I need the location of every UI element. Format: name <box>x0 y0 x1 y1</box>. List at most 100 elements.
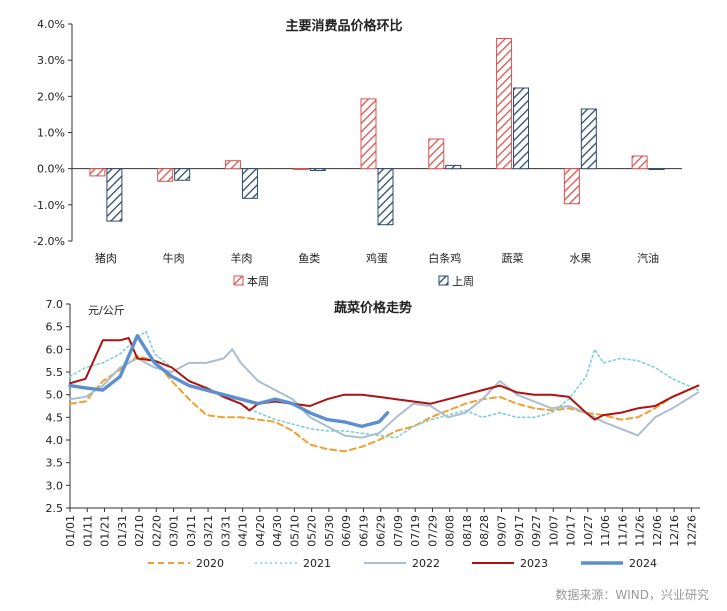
line-series-2021 <box>69 330 700 439</box>
bar-last-week <box>241 168 258 199</box>
bar-this-week <box>496 37 513 170</box>
bar-category-label: 蔬菜 <box>502 252 524 265</box>
bar-legend-label: 上周 <box>452 275 474 288</box>
line-legend-label: 2024 <box>629 557 657 570</box>
line-legend-label: 2020 <box>196 557 224 570</box>
line-x-tick-label: 02/20 <box>150 515 163 547</box>
line-legend-label: 2021 <box>303 557 331 570</box>
bar-legend-swatch <box>233 275 244 286</box>
line-x-axis: 01/01 01/11 01/21 01/31 02/10 02/20 03/01 03/11… <box>64 508 698 547</box>
line-y-tick-label: 3.5 <box>46 457 64 470</box>
line-x-tick-label: 11/16 <box>616 515 629 547</box>
line-chart-y-label: 元/公斤 <box>88 304 125 317</box>
line-x-tick-label: 07/19 <box>409 515 422 547</box>
line-x-tick-label: 01/21 <box>99 515 112 547</box>
line-x-tick-label: 05/10 <box>288 515 301 547</box>
line-x-tick-label: 04/30 <box>271 515 284 547</box>
line-x-tick-label: 10/17 <box>565 515 578 547</box>
line-x-tick-label: 08/18 <box>461 515 474 547</box>
line-legend-label: 2023 <box>520 557 548 570</box>
line-x-tick-label: 05/20 <box>306 515 319 547</box>
line-y-tick-label: 4.5 <box>46 411 64 424</box>
line-y-tick-label: 7.0 <box>46 298 64 311</box>
line-x-tick-label: 10/27 <box>582 515 595 547</box>
bar-this-week <box>224 160 241 170</box>
bar-this-week <box>89 168 106 177</box>
line-x-tick-label: 01/31 <box>116 515 129 547</box>
line-series-group <box>68 330 700 453</box>
line-x-tick-label: 09/07 <box>496 515 509 547</box>
line-series-2024 <box>68 334 390 429</box>
line-y-tick-label: 5.0 <box>46 389 64 402</box>
line-y-tick-label: 5.5 <box>46 366 64 379</box>
bar-y-tick-label: 1.0% <box>37 127 65 140</box>
bar-y-tick-label: -2.0% <box>33 235 65 248</box>
bar-last-week <box>513 87 530 170</box>
bar-legend: 本周 上周 <box>233 274 474 288</box>
line-y-axis: 7.0 6.5 6.0 5.5 5.0 4.5 4.0 3.5 3.0 2.5 <box>46 298 700 515</box>
bar-y-tick-label: 3.0% <box>37 54 65 67</box>
bar-chart: 主要消费品价格环比 4.0% 3.0% 2.0% 1.0% 0.0% -1.0% -2.0%… <box>33 18 682 288</box>
line-series-2023 <box>69 337 700 421</box>
bar-this-week <box>157 168 174 182</box>
bar-last-week <box>377 168 394 226</box>
line-y-tick-label: 6.5 <box>46 321 64 334</box>
bar-category-label: 牛肉 <box>163 251 185 265</box>
line-x-tick-label: 09/17 <box>513 515 526 547</box>
line-chart-title: 蔬菜价格走势 <box>334 300 412 316</box>
line-chart: 蔬菜价格走势 元/公斤 7.0 6.5 6.0 5.5 5.0 4.5 4.0 3.5 3.0 2… <box>46 298 700 570</box>
bar-this-week <box>360 98 377 170</box>
line-x-tick-label: 04/10 <box>237 515 250 547</box>
line-x-tick-label: 08/28 <box>478 515 491 547</box>
line-x-tick-label: 01/01 <box>64 515 77 547</box>
bar-last-week <box>309 168 326 171</box>
line-x-tick-label: 07/09 <box>392 515 405 547</box>
bar-category-label: 羊肉 <box>230 251 252 265</box>
bar-this-week <box>428 138 445 170</box>
bar-y-tick-label: 0.0% <box>37 163 65 176</box>
source-note: 数据来源：WIND，兴业研究 <box>555 588 709 602</box>
line-x-tick-label: 05/30 <box>323 515 336 547</box>
line-x-tick-label: 12/06 <box>651 515 664 547</box>
line-x-tick-label: 11/26 <box>634 515 647 547</box>
bar-legend-swatch <box>438 275 449 286</box>
line-y-tick-label: 4.0 <box>46 434 64 447</box>
bar-category-label: 白条鸡 <box>428 251 461 265</box>
line-x-tick-label: 06/09 <box>340 515 353 547</box>
line-x-tick-label: 08/08 <box>444 515 457 547</box>
line-y-tick-label: 3.0 <box>46 479 64 492</box>
bar-category-label: 鸡蛋 <box>366 251 388 265</box>
bar-y-tick-label: 4.0% <box>37 18 65 31</box>
line-x-tick-label: 12/26 <box>685 515 698 547</box>
line-y-tick-label: 6.0 <box>46 343 64 356</box>
line-x-tick-label: 11/06 <box>599 515 612 547</box>
bar-category-label: 汽油 <box>637 251 659 265</box>
line-x-tick-label: 03/11 <box>185 515 198 547</box>
bar-last-week <box>174 168 191 181</box>
bar-y-axis: 4.0% 3.0% 2.0% 1.0% 0.0% -1.0% -2.0% <box>33 18 682 248</box>
bar-x-axis: 猪肉 牛肉 羊肉 鱼类 鸡蛋 白条鸡 蔬菜 水果 汽油 <box>95 251 659 265</box>
bar-legend-label: 本周 <box>247 274 269 288</box>
line-x-tick-label: 01/11 <box>81 515 94 547</box>
line-legend: 2020 2021 2022 2023 2024 <box>148 557 657 570</box>
bar-last-week <box>106 168 123 222</box>
line-x-tick-label: 12/16 <box>668 515 681 547</box>
bar-last-week <box>580 108 597 170</box>
line-x-tick-label: 03/01 <box>168 515 181 547</box>
bar-chart-title: 主要消费品价格环比 <box>285 18 402 34</box>
line-legend-label: 2022 <box>412 557 440 570</box>
line-x-tick-label: 03/21 <box>202 515 215 547</box>
bar-this-week <box>563 168 580 205</box>
bar-last-week <box>648 168 665 170</box>
bar-category-label: 鱼类 <box>298 251 320 265</box>
line-x-tick-label: 06/29 <box>375 515 388 547</box>
bar-series-group <box>89 37 665 226</box>
bar-this-week <box>631 155 648 170</box>
line-x-tick-label: 03/31 <box>219 515 232 547</box>
bar-category-label: 猪肉 <box>95 252 117 265</box>
bar-y-tick-label: -1.0% <box>33 199 65 212</box>
bar-last-week <box>445 164 462 170</box>
line-x-tick-label: 09/27 <box>530 515 543 547</box>
bar-this-week <box>292 168 309 170</box>
